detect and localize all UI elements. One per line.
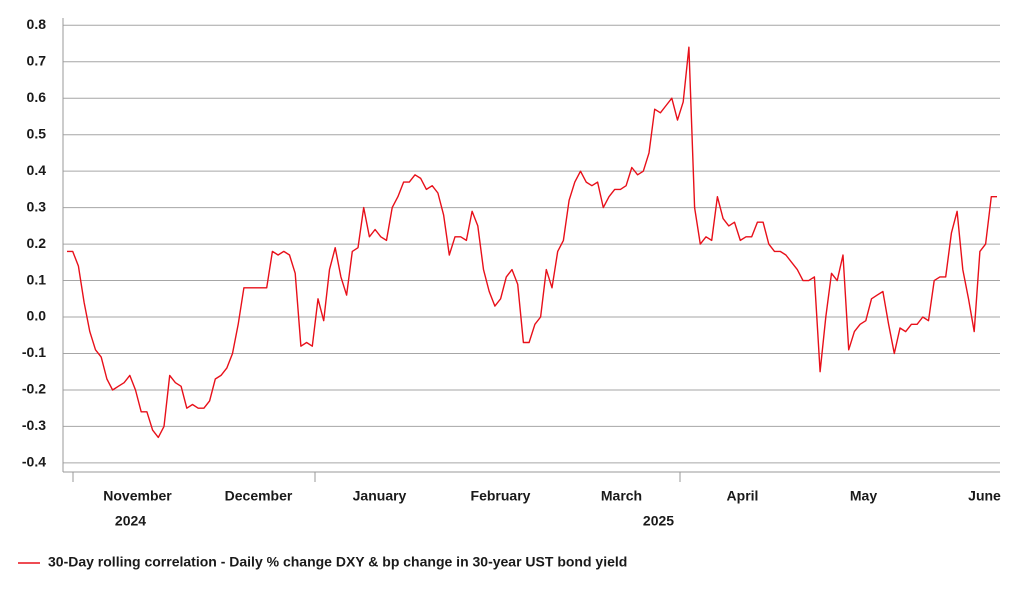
- y-tick-label: 0.1: [27, 271, 47, 287]
- x-tick-label: November: [103, 488, 172, 504]
- y-tick-label: 0.6: [27, 89, 47, 105]
- y-tick-label: -0.3: [22, 417, 46, 433]
- y-tick-label: 0.8: [27, 16, 47, 32]
- x-year-label: 2025: [643, 513, 674, 529]
- legend-label: 30-Day rolling correlation - Daily % cha…: [48, 554, 627, 570]
- y-tick-label: 0.0: [27, 308, 47, 324]
- y-tick-label: -0.1: [22, 344, 46, 360]
- y-tick-label: -0.4: [22, 454, 46, 470]
- x-tick-label: May: [850, 488, 877, 504]
- x-tick-label: December: [225, 488, 293, 504]
- y-tick-label: 0.3: [27, 198, 47, 214]
- x-tick-label: June: [968, 488, 1001, 504]
- y-tick-label: 0.4: [27, 162, 47, 178]
- y-tick-label: 0.2: [27, 235, 47, 251]
- x-year-label: 2024: [115, 513, 146, 529]
- x-tick-label: February: [471, 488, 531, 504]
- data-line: [67, 46, 997, 439]
- y-tick-label: -0.2: [22, 381, 46, 397]
- y-tick-label: 0.5: [27, 125, 47, 141]
- x-tick-label: January: [353, 488, 407, 504]
- x-tick-label: March: [601, 488, 642, 504]
- y-tick-label: 0.7: [27, 52, 47, 68]
- x-tick-label: April: [727, 488, 759, 504]
